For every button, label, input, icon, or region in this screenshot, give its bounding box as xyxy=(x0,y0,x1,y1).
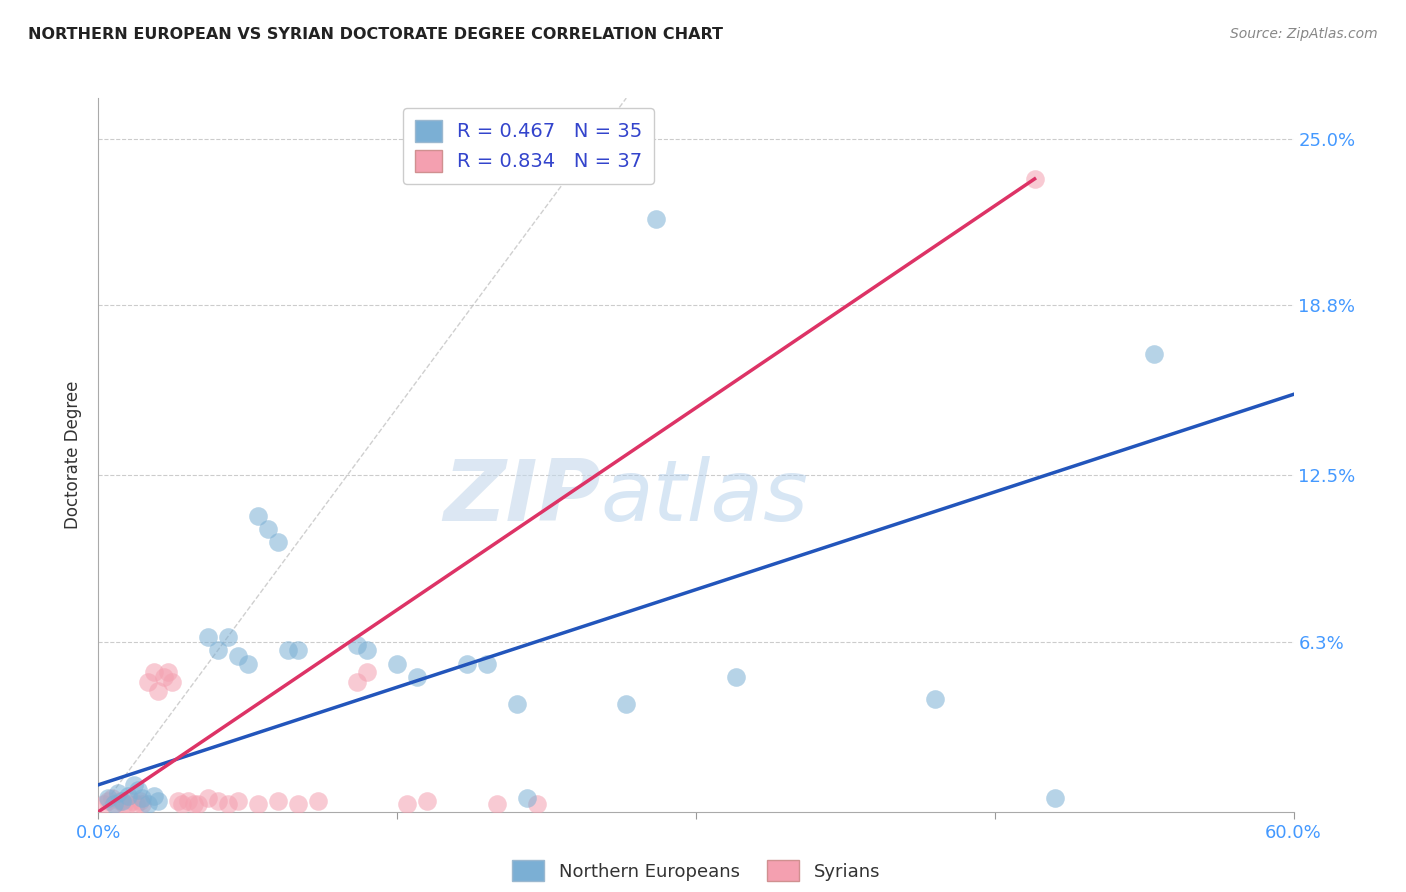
Point xyxy=(307,794,329,808)
Point xyxy=(177,794,200,808)
Point xyxy=(246,797,269,811)
Point xyxy=(121,794,143,808)
Point xyxy=(131,791,153,805)
Point xyxy=(287,797,309,811)
Y-axis label: Doctorate Degree: Doctorate Degree xyxy=(65,381,83,529)
Point xyxy=(117,797,139,811)
Point xyxy=(217,630,239,644)
Point xyxy=(105,797,128,811)
Point xyxy=(136,675,159,690)
Point xyxy=(277,643,299,657)
Point xyxy=(148,794,170,808)
Point xyxy=(97,791,120,805)
Point xyxy=(101,791,124,805)
Point xyxy=(396,797,419,811)
Point xyxy=(148,683,170,698)
Point xyxy=(924,691,946,706)
Point xyxy=(246,508,269,523)
Point xyxy=(131,797,153,811)
Point xyxy=(187,797,209,811)
Point xyxy=(456,657,478,671)
Point xyxy=(197,791,219,805)
Point xyxy=(645,212,668,227)
Point xyxy=(172,797,194,811)
Point xyxy=(207,794,229,808)
Text: ZIP: ZIP xyxy=(443,456,600,540)
Point xyxy=(356,665,378,679)
Point xyxy=(197,630,219,644)
Point xyxy=(93,797,115,811)
Point xyxy=(129,794,152,808)
Point xyxy=(346,638,368,652)
Point xyxy=(236,657,259,671)
Point xyxy=(1043,791,1066,805)
Point xyxy=(267,794,290,808)
Point xyxy=(1024,172,1046,186)
Text: Source: ZipAtlas.com: Source: ZipAtlas.com xyxy=(1230,27,1378,41)
Point xyxy=(124,778,146,792)
Point xyxy=(475,657,498,671)
Point xyxy=(724,670,747,684)
Text: atlas: atlas xyxy=(600,456,808,540)
Point xyxy=(346,675,368,690)
Point xyxy=(157,665,180,679)
Point xyxy=(143,665,166,679)
Point xyxy=(1143,347,1166,361)
Point xyxy=(167,794,190,808)
Point xyxy=(153,670,176,684)
Point xyxy=(110,794,132,808)
Point xyxy=(112,797,135,811)
Legend: Northern Europeans, Syrians: Northern Europeans, Syrians xyxy=(505,853,887,888)
Point xyxy=(287,643,309,657)
Point xyxy=(256,522,278,536)
Point xyxy=(485,797,508,811)
Point xyxy=(117,789,139,803)
Point xyxy=(217,797,239,811)
Point xyxy=(416,794,439,808)
Point xyxy=(516,791,538,805)
Point xyxy=(183,797,205,811)
Point xyxy=(160,675,183,690)
Point xyxy=(356,643,378,657)
Point xyxy=(127,783,149,797)
Point xyxy=(526,797,548,811)
Point xyxy=(267,535,290,549)
Point xyxy=(136,797,159,811)
Point xyxy=(107,786,129,800)
Point xyxy=(97,794,120,808)
Point xyxy=(226,648,249,663)
Text: NORTHERN EUROPEAN VS SYRIAN DOCTORATE DEGREE CORRELATION CHART: NORTHERN EUROPEAN VS SYRIAN DOCTORATE DE… xyxy=(28,27,723,42)
Point xyxy=(125,797,148,811)
Point xyxy=(406,670,429,684)
Point xyxy=(143,789,166,803)
Point xyxy=(385,657,409,671)
Point xyxy=(111,794,134,808)
Point xyxy=(207,643,229,657)
Point xyxy=(506,697,529,711)
Point xyxy=(226,794,249,808)
Point xyxy=(103,797,125,811)
Point xyxy=(614,697,637,711)
